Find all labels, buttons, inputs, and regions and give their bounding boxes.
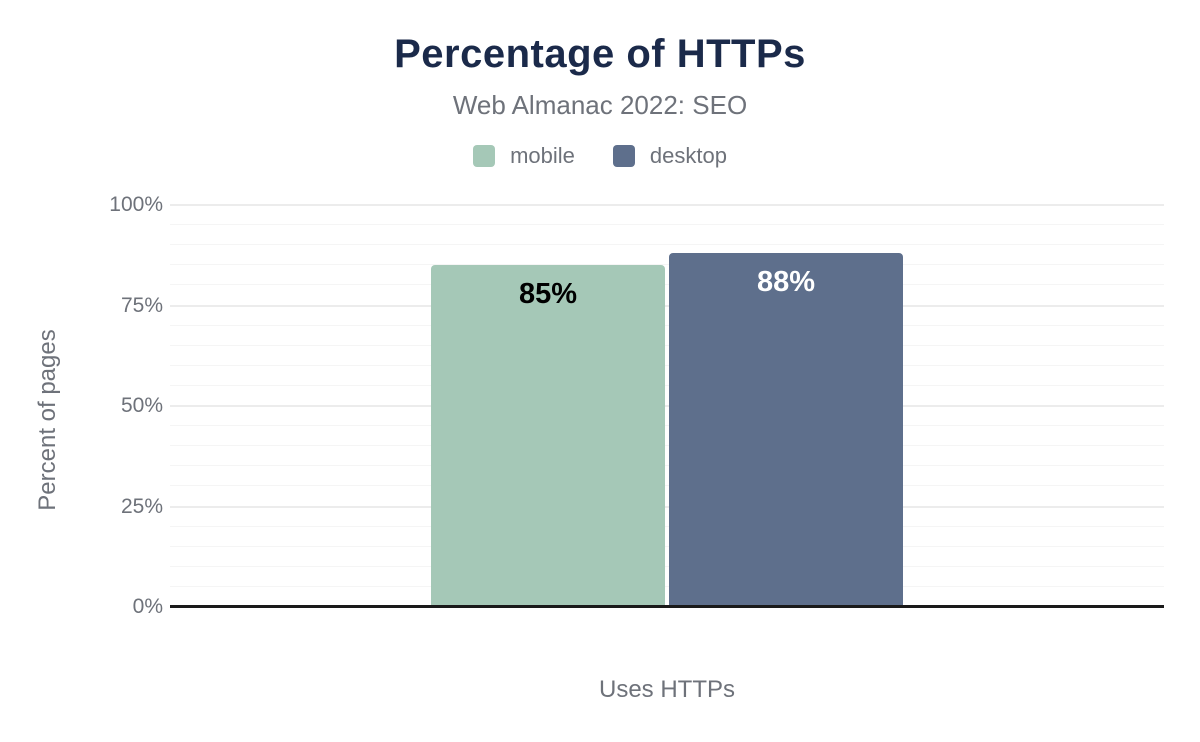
gridline-45 <box>170 425 1164 427</box>
legend-swatch-mobile <box>473 145 496 167</box>
x-axis-category-label: Uses HTTPs <box>598 676 735 703</box>
gridline-30 <box>170 485 1164 487</box>
gridline-65 <box>170 344 1164 346</box>
plot-area: 85% 88% <box>170 204 1164 608</box>
legend: mobile desktop <box>0 143 1200 169</box>
y-tick-25%: 25% <box>120 494 163 518</box>
y-tick-50%: 50% <box>120 394 163 417</box>
gridline-35 <box>170 465 1164 467</box>
gridline-70 <box>170 324 1164 326</box>
legend-label-mobile: mobile <box>510 143 575 168</box>
legend-item-desktop: desktop <box>612 143 727 169</box>
gridline-95 <box>170 224 1164 226</box>
legend-swatch-desktop <box>612 145 635 167</box>
gridline-60 <box>170 364 1164 366</box>
gridline-25 <box>170 505 1164 508</box>
gridline-85 <box>170 264 1164 266</box>
gridline-100 <box>170 204 1164 206</box>
chart-title: Percentage of HTTPs <box>394 32 806 76</box>
gridline-15 <box>170 545 1164 547</box>
bar-value-label-desktop: 88% <box>756 266 816 299</box>
gridline-50 <box>170 405 1164 407</box>
bar-desktop[interactable]: 88% <box>669 253 903 607</box>
y-tick-75%: 75% <box>120 293 163 317</box>
gridline-75 <box>170 304 1164 307</box>
gridline-55 <box>170 384 1164 386</box>
gridline-10 <box>170 565 1164 567</box>
chart-subtitle: Web Almanac 2022: SEO <box>452 90 748 120</box>
gridline-5 <box>170 585 1164 587</box>
y-axis-title: Percent of pages <box>34 329 61 511</box>
gridline-90 <box>170 244 1164 246</box>
bar-value-label-mobile: 85% <box>518 278 578 311</box>
legend-item-mobile: mobile <box>473 143 575 169</box>
gridline-80 <box>170 284 1164 286</box>
y-tick-100%: 100% <box>109 193 163 216</box>
gridline-40 <box>170 445 1164 447</box>
x-axis-baseline <box>170 605 1164 608</box>
y-tick-0%: 0% <box>132 595 163 618</box>
legend-label-desktop: desktop <box>649 143 727 168</box>
gridline-20 <box>170 525 1164 527</box>
bar-mobile[interactable]: 85% <box>431 265 665 607</box>
